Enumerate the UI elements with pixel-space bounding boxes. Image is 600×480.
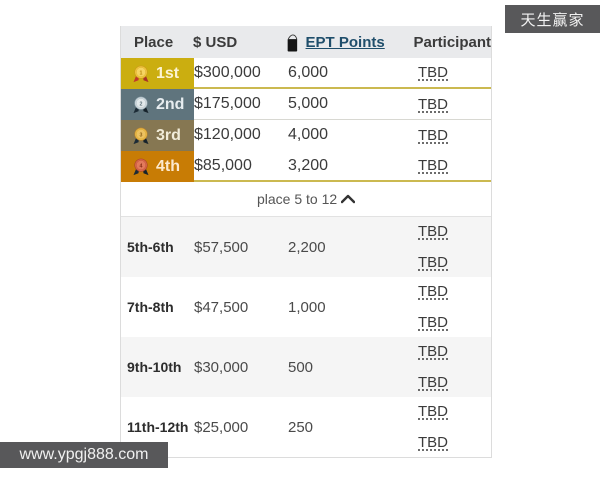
- svg-text:3: 3: [140, 132, 143, 138]
- svg-text:4: 4: [140, 163, 143, 169]
- svg-text:1: 1: [140, 70, 143, 76]
- svg-text:2: 2: [140, 101, 143, 107]
